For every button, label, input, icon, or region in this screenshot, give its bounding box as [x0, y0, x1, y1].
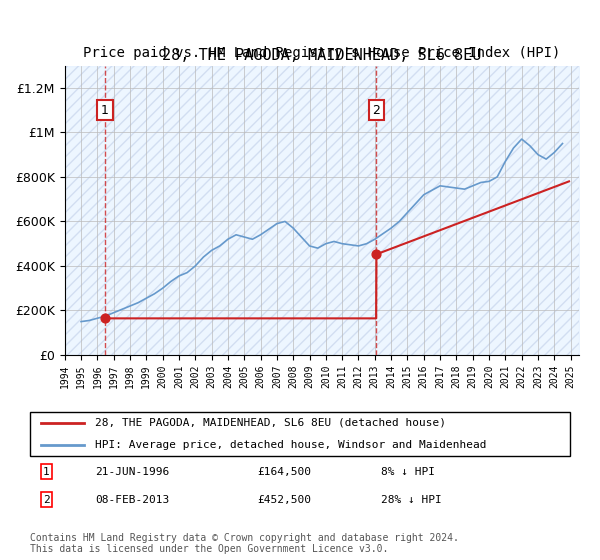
Text: £164,500: £164,500 [257, 466, 311, 477]
Point [371, 250, 381, 259]
Text: 2: 2 [43, 494, 50, 505]
Text: 8% ↓ HPI: 8% ↓ HPI [381, 466, 435, 477]
Text: HPI: Average price, detached house, Windsor and Maidenhead: HPI: Average price, detached house, Wind… [95, 440, 487, 450]
Text: 1: 1 [101, 104, 109, 116]
Text: Contains HM Land Registry data © Crown copyright and database right 2024.
This d: Contains HM Land Registry data © Crown c… [30, 533, 459, 554]
FancyBboxPatch shape [30, 412, 570, 456]
Title: 28, THE PAGODA, MAIDENHEAD, SL6 8EU: 28, THE PAGODA, MAIDENHEAD, SL6 8EU [162, 48, 481, 63]
Text: 21-JUN-1996: 21-JUN-1996 [95, 466, 169, 477]
Text: 1: 1 [43, 466, 50, 477]
Text: 28% ↓ HPI: 28% ↓ HPI [381, 494, 442, 505]
Text: 2: 2 [373, 104, 380, 116]
Text: £452,500: £452,500 [257, 494, 311, 505]
Text: Price paid vs. HM Land Registry's House Price Index (HPI): Price paid vs. HM Land Registry's House … [83, 46, 560, 60]
Text: 08-FEB-2013: 08-FEB-2013 [95, 494, 169, 505]
Point [100, 314, 110, 323]
Text: 28, THE PAGODA, MAIDENHEAD, SL6 8EU (detached house): 28, THE PAGODA, MAIDENHEAD, SL6 8EU (det… [95, 418, 446, 428]
